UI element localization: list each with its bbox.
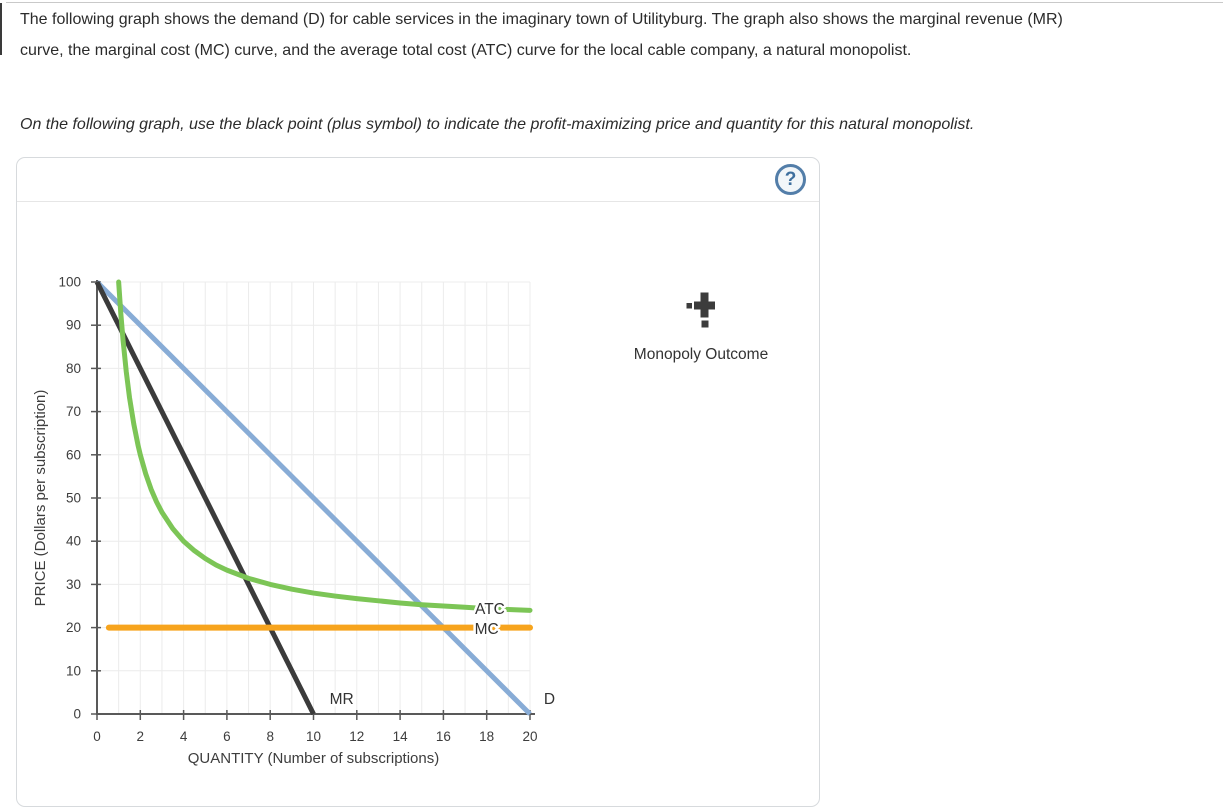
svg-text:0: 0 [93, 729, 101, 744]
problem-statement: The following graph shows the demand (D)… [20, 4, 1223, 66]
svg-text:QUANTITY (Number of subscripti: QUANTITY (Number of subscriptions) [188, 750, 439, 767]
chart-area[interactable]: 0 2 4 6 8 10 12 14 16 18 20 0 10 20 30 40 50 60 70 80 90 100 Q… [31, 266, 591, 774]
svg-text:100: 100 [58, 275, 81, 290]
help-button[interactable]: ? [775, 164, 806, 195]
svg-text:30: 30 [66, 577, 81, 592]
page-left-edge [0, 3, 2, 55]
svg-text:80: 80 [66, 361, 81, 376]
svg-text:20: 20 [66, 620, 81, 635]
chart-svg[interactable]: 0 2 4 6 8 10 12 14 16 18 20 0 10 20 30 40 50 60 70 80 90 100 Q… [31, 266, 591, 774]
svg-text:90: 90 [66, 318, 81, 333]
question-mark-icon: ? [784, 169, 797, 190]
svg-text:4: 4 [180, 729, 188, 744]
graph-panel: ? 0 2 4 6 8 10 12 14 16 18 20 0 10 20 30 40 50 60 70 80 90 10… [16, 157, 820, 807]
problem-statement-line2: curve, the marginal cost (MC) curve, and… [20, 42, 912, 59]
svg-text:20: 20 [522, 729, 537, 744]
svg-text:6: 6 [223, 729, 231, 744]
tool-label: Monopoly Outcome [633, 346, 769, 363]
svg-text:D: D [544, 691, 555, 708]
svg-text:MC: MC [475, 621, 499, 638]
svg-text:8: 8 [266, 729, 274, 744]
svg-text:MR: MR [330, 691, 354, 708]
panel-header: ? [17, 158, 819, 202]
svg-text:10: 10 [66, 663, 81, 678]
svg-text:60: 60 [66, 447, 81, 462]
svg-text:16: 16 [436, 729, 451, 744]
svg-text:0: 0 [73, 707, 81, 722]
svg-text:14: 14 [393, 729, 409, 744]
instruction-text: On the following graph, use the black po… [20, 116, 975, 133]
plus-point-icon[interactable] [684, 291, 718, 329]
svg-text:10: 10 [306, 729, 321, 744]
svg-text:2: 2 [137, 729, 145, 744]
monopoly-outcome-tool[interactable]: Monopoly Outcome [601, 291, 801, 364]
problem-statement-line1: The following graph shows the demand (D)… [20, 11, 1063, 28]
svg-text:18: 18 [479, 729, 494, 744]
svg-text:40: 40 [66, 534, 81, 549]
svg-text:70: 70 [66, 404, 81, 419]
svg-text:ATC: ATC [475, 601, 505, 618]
page-top-divider [6, 2, 1223, 3]
svg-text:PRICE (Dollars per subscriptio: PRICE (Dollars per subscription) [32, 390, 49, 607]
svg-text:50: 50 [66, 491, 81, 506]
svg-text:12: 12 [349, 729, 364, 744]
